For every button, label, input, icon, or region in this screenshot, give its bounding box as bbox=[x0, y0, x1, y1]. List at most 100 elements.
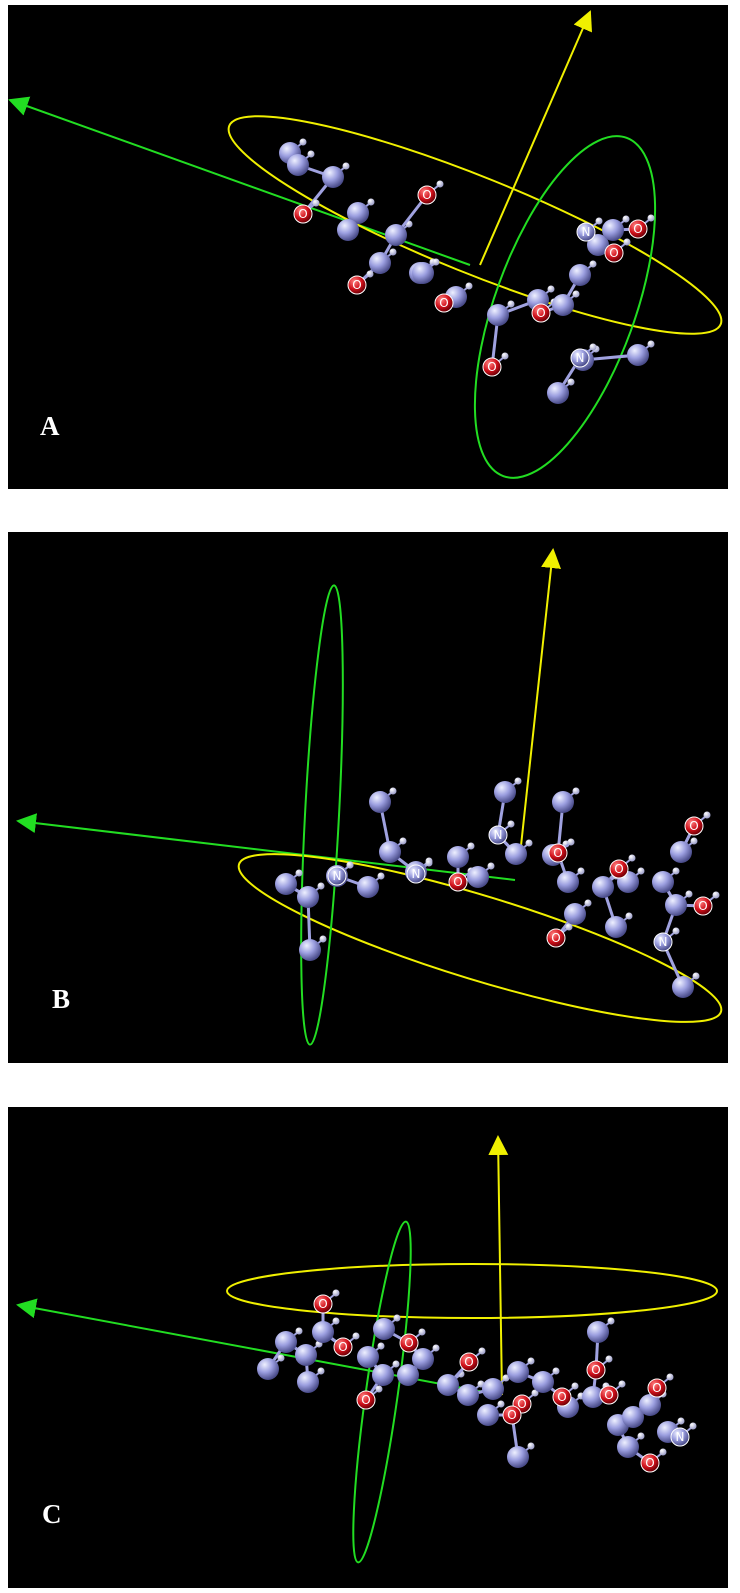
atom bbox=[347, 275, 367, 295]
carbon-atom bbox=[494, 781, 516, 803]
atom bbox=[333, 1337, 353, 1357]
atom-label: O bbox=[591, 1363, 600, 1377]
carbon-atom bbox=[672, 976, 694, 998]
atom bbox=[599, 1385, 619, 1405]
panel-label: B bbox=[52, 984, 70, 1014]
atom bbox=[356, 1390, 376, 1410]
carbon-atom bbox=[569, 264, 591, 286]
hydrogen bbox=[628, 854, 636, 862]
carbon-atom bbox=[297, 1371, 319, 1393]
atom-label: O bbox=[517, 1397, 526, 1411]
atom-label: O bbox=[318, 1297, 327, 1311]
orbit-ellipse bbox=[226, 1263, 718, 1319]
hydrogen bbox=[478, 1347, 486, 1355]
carbon-atom bbox=[592, 876, 614, 898]
atom-label: O bbox=[652, 1381, 661, 1395]
atom bbox=[482, 357, 502, 377]
carbon-atom bbox=[275, 1331, 297, 1353]
hydrogen bbox=[514, 777, 522, 785]
hydrogen bbox=[622, 215, 630, 223]
panel-label: C bbox=[42, 1499, 62, 1529]
hydrogen bbox=[685, 890, 693, 898]
hydrogen bbox=[389, 787, 397, 795]
orbit-ellipse bbox=[473, 135, 657, 479]
hydrogen bbox=[366, 270, 374, 278]
atom-label: O bbox=[557, 1390, 566, 1404]
hydrogen bbox=[332, 1317, 340, 1325]
carbon-atom bbox=[322, 166, 344, 188]
panel-a: O O O O O O O O N N A bbox=[8, 5, 728, 489]
atom-label: O bbox=[604, 1388, 613, 1402]
axis-arrow bbox=[519, 548, 562, 856]
hydrogen bbox=[465, 282, 473, 290]
atom bbox=[647, 1378, 667, 1398]
atom-label: O bbox=[352, 278, 361, 292]
hydrogen bbox=[571, 1382, 579, 1390]
carbon-atom bbox=[582, 1386, 604, 1408]
hydrogen bbox=[572, 787, 580, 795]
hydrogen bbox=[317, 882, 325, 890]
hydrogen bbox=[565, 923, 573, 931]
carbon-atom bbox=[639, 1394, 661, 1416]
hydrogen bbox=[584, 899, 592, 907]
hydrogen bbox=[425, 859, 433, 867]
hydrogen bbox=[502, 1374, 510, 1382]
carbon-atom bbox=[297, 886, 319, 908]
atom-label: N bbox=[333, 869, 342, 883]
atom-label: O bbox=[338, 1340, 347, 1354]
hydrogen bbox=[389, 248, 397, 256]
hydrogen bbox=[618, 1380, 626, 1388]
atom bbox=[502, 1405, 522, 1425]
hydrogen bbox=[299, 138, 307, 146]
hydrogen bbox=[432, 258, 440, 266]
hydrogen bbox=[527, 1357, 535, 1365]
atom bbox=[552, 1387, 572, 1407]
carbon-atom bbox=[369, 252, 391, 274]
hydrogen bbox=[342, 162, 350, 170]
hydrogen bbox=[605, 1355, 613, 1363]
hydrogen bbox=[392, 1360, 400, 1368]
hydrogen bbox=[689, 1422, 697, 1430]
carbon-atom bbox=[412, 1348, 434, 1370]
atom bbox=[609, 859, 629, 879]
hydrogen bbox=[507, 820, 515, 828]
hydrogen bbox=[332, 1289, 340, 1297]
atom bbox=[293, 204, 313, 224]
atom bbox=[459, 1352, 479, 1372]
hydrogen bbox=[317, 1367, 325, 1375]
orbit-ellipse bbox=[352, 1220, 412, 1564]
hydrogen bbox=[677, 1417, 685, 1425]
atom-label: O bbox=[453, 875, 462, 889]
atom-label: O bbox=[698, 899, 707, 913]
atom-label: O bbox=[439, 296, 448, 310]
carbon-atom bbox=[547, 382, 569, 404]
carbon-atom bbox=[467, 866, 489, 888]
hydrogen bbox=[436, 180, 444, 188]
hydrogen bbox=[647, 340, 655, 348]
hydrogen bbox=[623, 238, 631, 246]
atom-label: O bbox=[464, 1355, 473, 1369]
hydrogen bbox=[547, 285, 555, 293]
atom bbox=[406, 864, 426, 884]
carbon-atom bbox=[665, 894, 687, 916]
carbon-atom bbox=[557, 871, 579, 893]
hydrogen bbox=[527, 1442, 535, 1450]
hydrogen bbox=[572, 290, 580, 298]
carbon-atom bbox=[287, 154, 309, 176]
atom bbox=[693, 896, 713, 916]
atom-label: O bbox=[553, 846, 562, 860]
atom-label: N bbox=[659, 935, 668, 949]
hydrogen bbox=[307, 150, 315, 158]
hydrogen bbox=[319, 935, 327, 943]
carbon-atom bbox=[552, 294, 574, 316]
carbon-atom bbox=[385, 224, 407, 246]
atom bbox=[546, 928, 566, 948]
atom-label: N bbox=[494, 828, 503, 842]
atom-label: N bbox=[576, 351, 585, 365]
atom-label: O bbox=[645, 1456, 654, 1470]
orbit-ellipse bbox=[227, 115, 723, 335]
atom-label: O bbox=[689, 819, 698, 833]
carbon-atom bbox=[507, 1361, 529, 1383]
hydrogen bbox=[399, 837, 407, 845]
hydrogen bbox=[567, 378, 575, 386]
